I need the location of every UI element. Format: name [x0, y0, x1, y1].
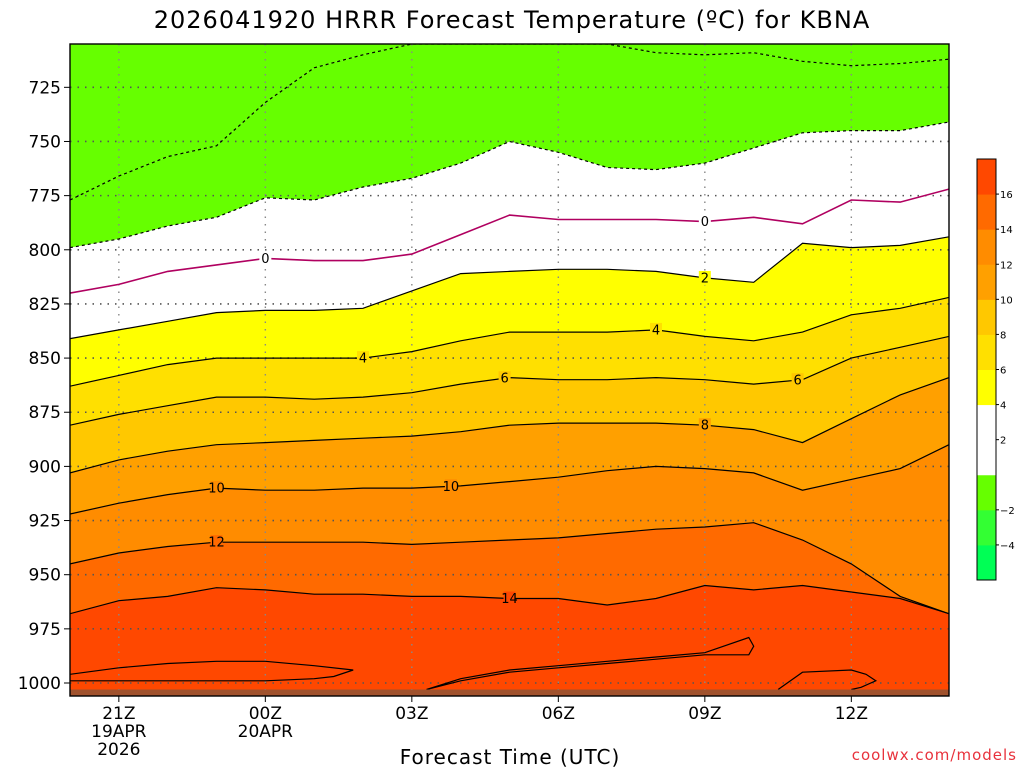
contour-label-0-0: 0	[261, 252, 269, 267]
isotherm-minus2-line-1	[70, 121, 949, 249]
colorbar-label-6: 10	[1000, 295, 1013, 306]
y-tick-label-900: 900	[29, 457, 61, 477]
y-tick-label-825: 825	[29, 295, 61, 315]
x-axis-label: Forecast Time (UTC)	[400, 745, 621, 768]
colorbar-label-1: −2	[1000, 506, 1015, 517]
colorbar-label-5: 8	[1000, 330, 1006, 341]
y-tick-label-1000: 1000	[18, 674, 61, 694]
x-tick-label-2-0: 03Z	[395, 704, 428, 724]
colorbar-label-9: 16	[1000, 190, 1013, 201]
colorbar-swatch-7	[977, 299, 996, 335]
contour-label-10-1: 10	[443, 480, 460, 495]
surface-ground	[70, 689, 949, 696]
contour-label-bg	[444, 479, 457, 494]
contour-label-4-1: 4	[652, 323, 660, 338]
contour-label-0-1: 0	[701, 215, 709, 230]
colorbar-swatch-6	[977, 334, 996, 370]
colorbar-swatch-10	[977, 194, 996, 230]
colorbar-label-2: 2	[1000, 436, 1006, 447]
isotherm-0-line-2	[70, 188, 949, 294]
colorbar-swatch-3	[977, 439, 996, 476]
y-tick-label-750: 750	[29, 132, 61, 152]
y-tick-label-775: 775	[29, 187, 61, 207]
credit-text: coolwx.com/models	[852, 746, 1017, 764]
colorbar-label-8: 14	[1000, 225, 1013, 236]
contour-label-14-0: 14	[501, 592, 518, 607]
colorbar-swatch-1	[977, 509, 996, 546]
contour-label-bg	[498, 371, 511, 386]
contour-label-6-0: 6	[500, 372, 508, 387]
contour-label-bg	[357, 351, 369, 366]
isotherm-4-line-4	[70, 296, 949, 387]
contour-label-bg	[503, 591, 516, 606]
colorbar-label-0: −4	[1000, 541, 1015, 552]
colorbar-swatch-11	[977, 159, 996, 195]
contour-label-bg	[650, 322, 662, 337]
y-axis: 725 750 775 800 825 850 875 900 925 950 975 1000	[18, 78, 70, 694]
isotherm-14-line-10	[426, 636, 755, 691]
y-tick-label-800: 800	[29, 241, 61, 261]
temperature-fills	[70, 44, 949, 696]
contour-labels: 0 0 2 4 4 6 6 8 10 10 12 14	[208, 214, 804, 607]
colorbar-label-7: 12	[1000, 260, 1013, 271]
x-tick-label-5-0: 12Z	[835, 704, 868, 724]
x-tick-label-3-0: 06Z	[542, 704, 575, 724]
contour-label-2-0: 2	[701, 271, 709, 286]
x-tick-label-0-1: 19APR	[91, 722, 147, 742]
x-tick-label-1-1: 20APR	[238, 722, 294, 742]
contour-label-12-0: 12	[208, 536, 225, 551]
chart-title: 2026041920 HRRR Forecast Temperature (ºC…	[154, 6, 871, 34]
colorbar-label-3: 4	[1000, 401, 1006, 412]
y-tick-label-950: 950	[29, 566, 61, 586]
contour-label-bg	[210, 535, 223, 550]
colorbar-label-4: 6	[1000, 366, 1006, 377]
x-tick-label-4-0: 09Z	[688, 704, 721, 724]
y-tick-label-725: 725	[29, 78, 61, 98]
isotherm-8-line-6	[70, 377, 949, 474]
isotherm-2-line-3	[70, 236, 949, 340]
plot-frame	[69, 43, 950, 697]
contour-label-bg	[698, 214, 711, 229]
fill-band-cold-layer	[70, 44, 949, 248]
isotherm-16-line-12	[777, 669, 878, 691]
x-tick-label-0-0: 21Z	[102, 704, 135, 724]
colorbar-swatch-0	[977, 544, 996, 581]
colorbar-swatch-8	[977, 264, 996, 300]
y-tick-label-875: 875	[29, 403, 61, 423]
fill-band-10	[426, 637, 754, 690]
contour-label-4-0: 4	[359, 352, 367, 367]
contour-label-bg	[259, 251, 272, 266]
contour-label-bg	[698, 270, 711, 285]
colorbar: −4 −2 2 4 6 8 10 12 14 16	[976, 158, 1015, 581]
colorbar-swatch-5	[977, 369, 996, 406]
x-tick-label-0-2: 2026	[97, 740, 140, 760]
y-tick-label-925: 925	[29, 512, 61, 532]
contour-label-bg	[698, 418, 711, 433]
isotherm-minus2-line-0	[70, 44, 949, 201]
contour-label-bg	[210, 481, 223, 496]
plot-area	[70, 44, 949, 696]
isotherm-16-line-11	[70, 660, 354, 682]
y-tick-label-975: 975	[29, 620, 61, 640]
contour-label-bg	[791, 373, 804, 388]
contour-label-10-0: 10	[208, 482, 225, 497]
colorbar-swatch-9	[977, 229, 996, 265]
y-tick-label-850: 850	[29, 349, 61, 369]
colorbar-swatch-2	[977, 474, 996, 511]
x-tick-label-1-0: 00Z	[249, 704, 282, 724]
contour-label-8-0: 8	[701, 419, 709, 434]
contour-label-6-1: 6	[793, 374, 801, 389]
colorbar-swatch-4	[977, 404, 996, 441]
